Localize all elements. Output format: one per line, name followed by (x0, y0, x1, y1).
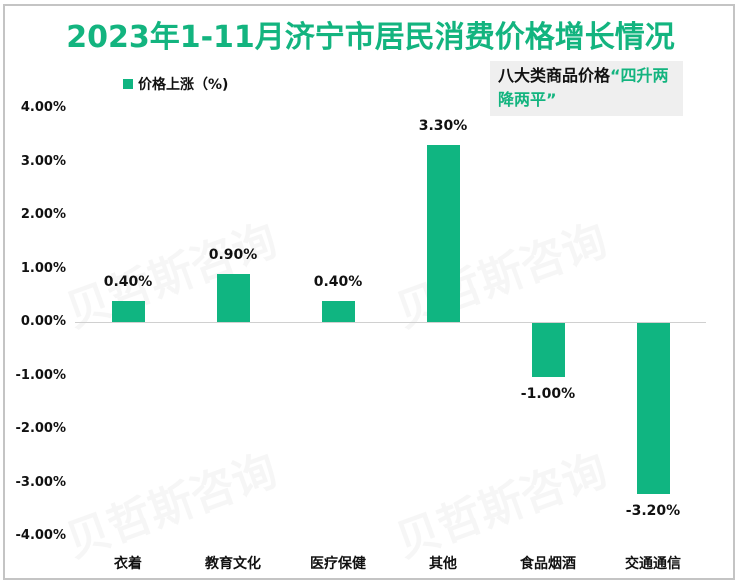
x-tick-label: 交通通信 (625, 556, 681, 572)
x-tick-label: 食品烟酒 (520, 556, 576, 572)
bar-2 (322, 300, 355, 322)
zero-baseline (75, 322, 706, 323)
callout-highlight: “四升两降两平” (498, 66, 669, 109)
data-label: 0.40% (103, 273, 153, 290)
data-label: 0.90% (208, 246, 258, 263)
legend: 价格上涨（%) (123, 74, 228, 94)
chart-title: 2023年1-11月济宁市居民消费价格增长情况 (66, 20, 675, 55)
bar-4 (532, 323, 565, 377)
bar-0 (112, 300, 145, 322)
legend-swatch-icon (123, 79, 133, 89)
x-tick-label: 医疗保健 (310, 556, 366, 572)
y-tick-label: 2.00% (20, 207, 66, 222)
data-label: -1.00% (520, 385, 576, 402)
y-tick-label: -2.00% (15, 421, 67, 436)
legend-label: 价格上涨（%) (138, 77, 229, 93)
data-label: 3.30% (418, 118, 468, 135)
data-label: 0.40% (313, 273, 363, 290)
y-tick-label: 1.00% (20, 260, 66, 276)
x-tick-label: 衣着 (114, 556, 142, 572)
bar-3 (427, 145, 460, 322)
y-tick-label: -1.00% (15, 367, 67, 383)
bar-1 (217, 273, 250, 322)
x-tick-label: 其他 (429, 556, 457, 572)
annotation-callout: 八大类商品价格“四升两降两平” (490, 61, 683, 116)
y-tick-label: -3.00% (15, 474, 67, 490)
y-tick-label: 3.00% (20, 153, 66, 169)
data-label: -3.20% (625, 503, 681, 520)
y-tick-label: 4.00% (20, 100, 66, 115)
y-tick-label: 0.00% (20, 314, 66, 329)
callout-text: 八大类商品价格 (498, 66, 611, 85)
bar-5 (637, 323, 670, 495)
y-tick-label: -4.00% (15, 528, 67, 543)
x-tick-label: 教育文化 (205, 556, 261, 572)
